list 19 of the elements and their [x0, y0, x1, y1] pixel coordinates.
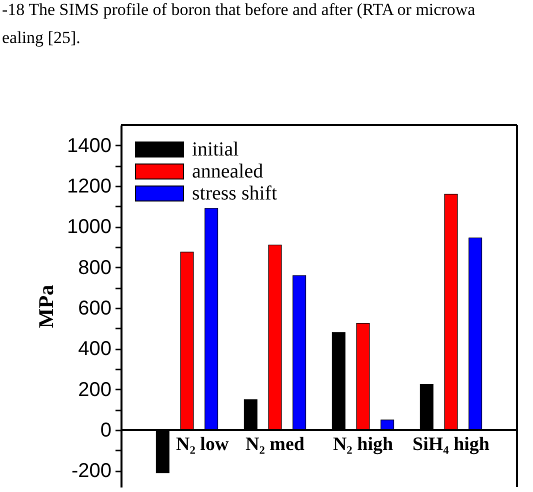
x-tick-label: N₂ med — [246, 434, 305, 456]
text: -18 The SIMS profile of boron that before and after (RTA or microwa — [2, 0, 476, 19]
y-tick-label: -200 — [71, 460, 112, 482]
y-tick-label: 1400 — [67, 134, 112, 157]
x-tick-label: N₂ low — [176, 434, 229, 456]
y-tick-label: 0 — [100, 420, 112, 442]
y-tick-label: 1000 — [67, 216, 112, 238]
y-tick-label: 200 — [78, 378, 112, 401]
y-axis-title: MPa — [34, 284, 58, 328]
legend-label: stress shift — [192, 182, 278, 204]
y-tick-label: 800 — [78, 256, 112, 279]
x-tick-label: SiH₄ high — [412, 434, 490, 456]
y-tick-label: 600 — [78, 298, 112, 320]
legend-label: annealed — [192, 160, 264, 182]
legend-label: initial — [192, 138, 240, 160]
y-tick-label: 1200 — [67, 176, 112, 198]
text: ealing [25]. — [2, 28, 80, 47]
y-tick-label: 400 — [78, 338, 112, 360]
x-tick-label: N₂ high — [332, 434, 394, 456]
